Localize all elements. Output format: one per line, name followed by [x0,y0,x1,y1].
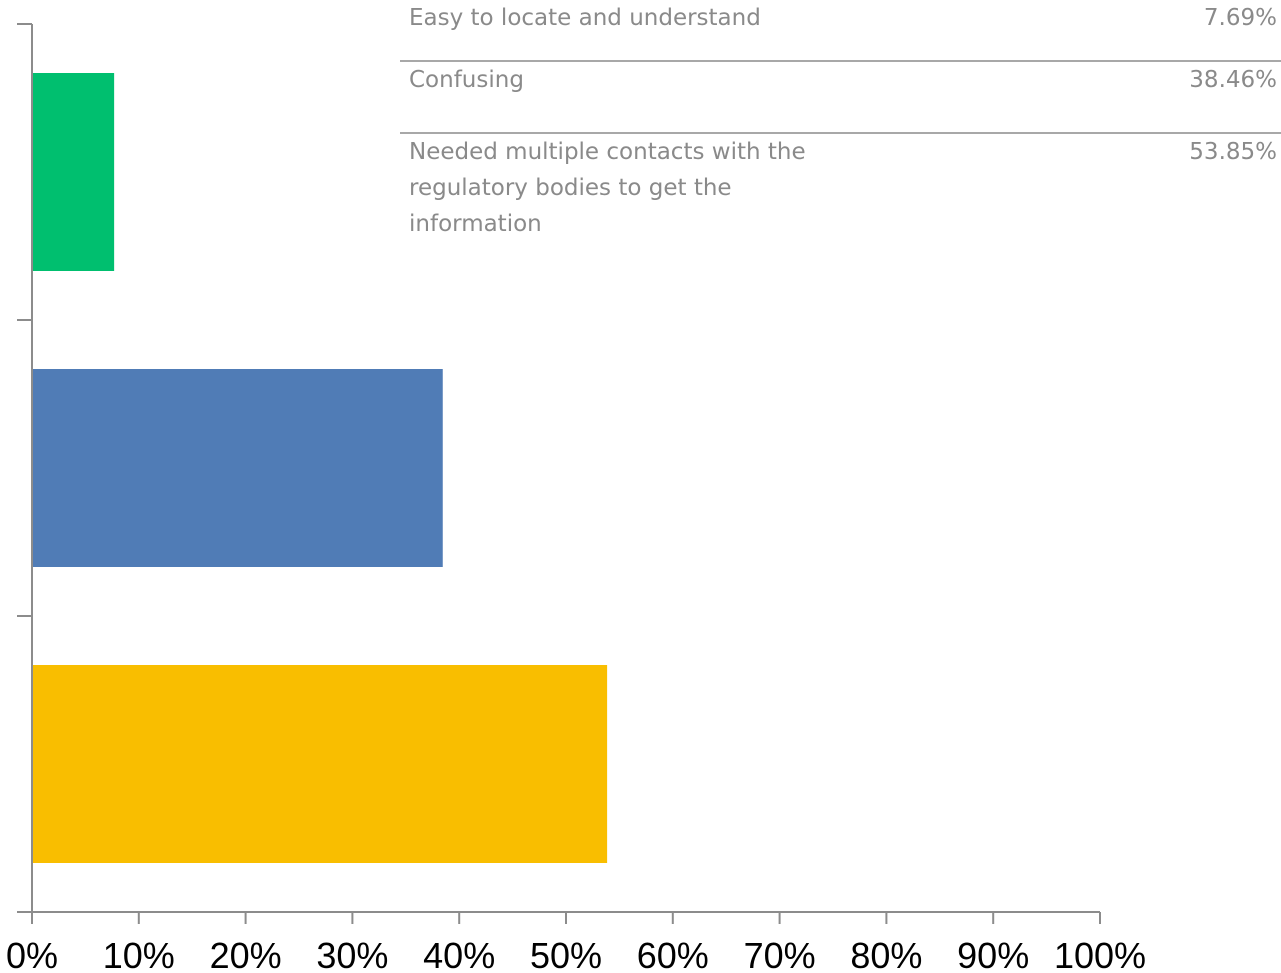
x-tick-label: 50% [530,935,602,973]
x-tick-label: 0% [6,935,58,973]
bar-2 [32,369,443,567]
legend-category-label: Confusing [409,67,524,93]
bars-group [32,73,608,863]
x-tick-label: 90% [957,935,1029,973]
x-tick-label: 10% [103,935,175,973]
legend-value-label: 7.69% [1204,5,1277,31]
legend-value-label: 53.85% [1189,139,1277,165]
x-tick-label: 70% [744,935,816,973]
x-tick-label: 20% [210,935,282,973]
x-tick-label: 60% [637,935,709,973]
x-tick-label: 40% [423,935,495,973]
x-tick-label: 30% [316,935,388,973]
legend-category-label: Needed multiple contacts with the regulat… [409,139,806,237]
x-tick-label: 100% [1054,935,1146,973]
legend-value-label: 38.46% [1189,67,1277,93]
legend-category-label: Easy to locate and understand [409,5,761,31]
bar-3 [32,665,608,863]
bar-1 [32,73,115,271]
x-tick-label: 80% [850,935,922,973]
legend-table: Easy to locate and understand 7.69% Confus… [400,5,1281,237]
axes-group: 0% 10% 20% 30% 40% 50% 60% 70% 80% 90% 100% [6,23,1146,973]
